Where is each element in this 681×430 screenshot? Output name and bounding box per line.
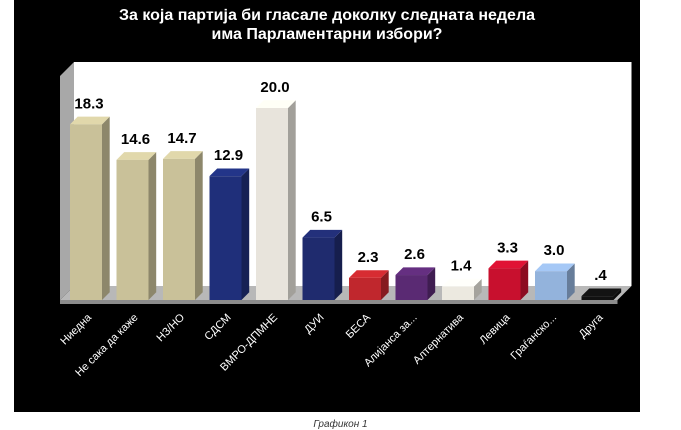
bar-front-5 — [302, 237, 335, 300]
value-label-1: 14.6 — [121, 131, 150, 148]
chart-title-line-1: За која партија би гласале доколку следн… — [118, 7, 536, 24]
value-label-4: 20.0 — [260, 79, 289, 96]
category-label-8: Алтернатива — [411, 311, 467, 367]
bar-top-2 — [163, 151, 203, 159]
bar-top-3 — [209, 168, 250, 177]
bar-side-8 — [474, 278, 482, 300]
bar-front-11 — [581, 296, 614, 300]
value-label-5: 6.5 — [311, 209, 332, 226]
bar-2 — [163, 151, 203, 300]
bar-1 — [116, 152, 157, 300]
bar-0 — [70, 116, 110, 301]
bar-top-6 — [349, 270, 389, 278]
bar-chart: 18.3 14.6 14.7 12.9 20.0 6.5 2.3 2.6 1.4 3.3 3.0 .4… — [58, 62, 632, 379]
bar-4 — [256, 100, 296, 300]
bar-top-5 — [302, 229, 343, 238]
chart-value-labels: 18.3 14.6 14.7 12.9 20.0 6.5 2.3 2.6 1.4 3.3 3.0 .4 — [74, 79, 607, 284]
bar-side-4 — [288, 100, 296, 300]
value-label-7: 2.6 — [404, 246, 425, 263]
category-label-10: Граѓанско... — [509, 312, 560, 363]
category-label-3: СДСМ — [202, 312, 233, 343]
value-label-3: 12.9 — [214, 147, 243, 164]
figure-caption: Графикон 1 — [313, 419, 368, 430]
category-label-2: НЗ/НО — [154, 311, 187, 344]
bar-10 — [535, 263, 575, 300]
bar-top-8 — [442, 278, 482, 287]
bar-side-3 — [241, 168, 250, 300]
category-label-0: Ниедна — [58, 311, 94, 347]
bar-front-10 — [535, 271, 567, 300]
bar-front-4 — [256, 108, 288, 300]
chart-title: За која партија би гласале доколку следн… — [14, 6, 640, 44]
bar-side-1 — [148, 152, 157, 300]
category-label-6: БЕСА — [344, 311, 374, 341]
bar-3 — [209, 168, 250, 300]
category-label-11: Друга — [577, 311, 606, 340]
bar-side-10 — [567, 263, 575, 300]
value-label-9: 3.3 — [497, 239, 518, 256]
bar-top-4 — [256, 100, 296, 108]
category-label-9: Левица — [477, 311, 513, 347]
bar-side-6 — [381, 270, 389, 300]
bar-side-9 — [520, 260, 529, 300]
category-label-5: ДУИ — [302, 312, 326, 336]
bar-7 — [395, 267, 436, 300]
bar-front-7 — [395, 275, 428, 300]
bar-5 — [302, 229, 343, 300]
bar-top-1 — [116, 152, 157, 160]
value-label-6: 2.3 — [358, 249, 379, 266]
value-label-0: 18.3 — [74, 95, 103, 112]
chart-title-line-2: има Парламентарни избори? — [211, 26, 443, 43]
bar-side-11 — [613, 288, 622, 300]
bar-front-8 — [442, 286, 474, 300]
bar-side-0 — [102, 116, 110, 301]
bar-top-11 — [581, 288, 622, 297]
value-label-2: 14.7 — [167, 130, 196, 147]
bar-front-6 — [349, 277, 381, 300]
bar-top-10 — [535, 263, 575, 272]
chart-bars — [70, 100, 622, 301]
bar-front-3 — [209, 176, 242, 300]
bar-front-2 — [163, 158, 195, 300]
chart-floor-edge — [60, 300, 618, 304]
value-label-10: 3.0 — [544, 242, 565, 259]
bar-front-1 — [116, 159, 149, 300]
bar-front-9 — [488, 268, 521, 300]
value-label-11: .4 — [594, 267, 607, 284]
bar-top-7 — [395, 267, 436, 276]
bar-side-5 — [334, 229, 343, 300]
bar-8 — [442, 278, 482, 300]
bar-side-2 — [195, 151, 203, 300]
bar-9 — [488, 260, 529, 300]
bar-6 — [349, 270, 389, 300]
value-label-8: 1.4 — [451, 258, 473, 275]
bar-top-9 — [488, 260, 529, 269]
bar-side-7 — [427, 267, 436, 300]
bar-front-0 — [70, 124, 102, 300]
bar-11 — [581, 288, 622, 300]
bar-top-0 — [70, 116, 110, 125]
